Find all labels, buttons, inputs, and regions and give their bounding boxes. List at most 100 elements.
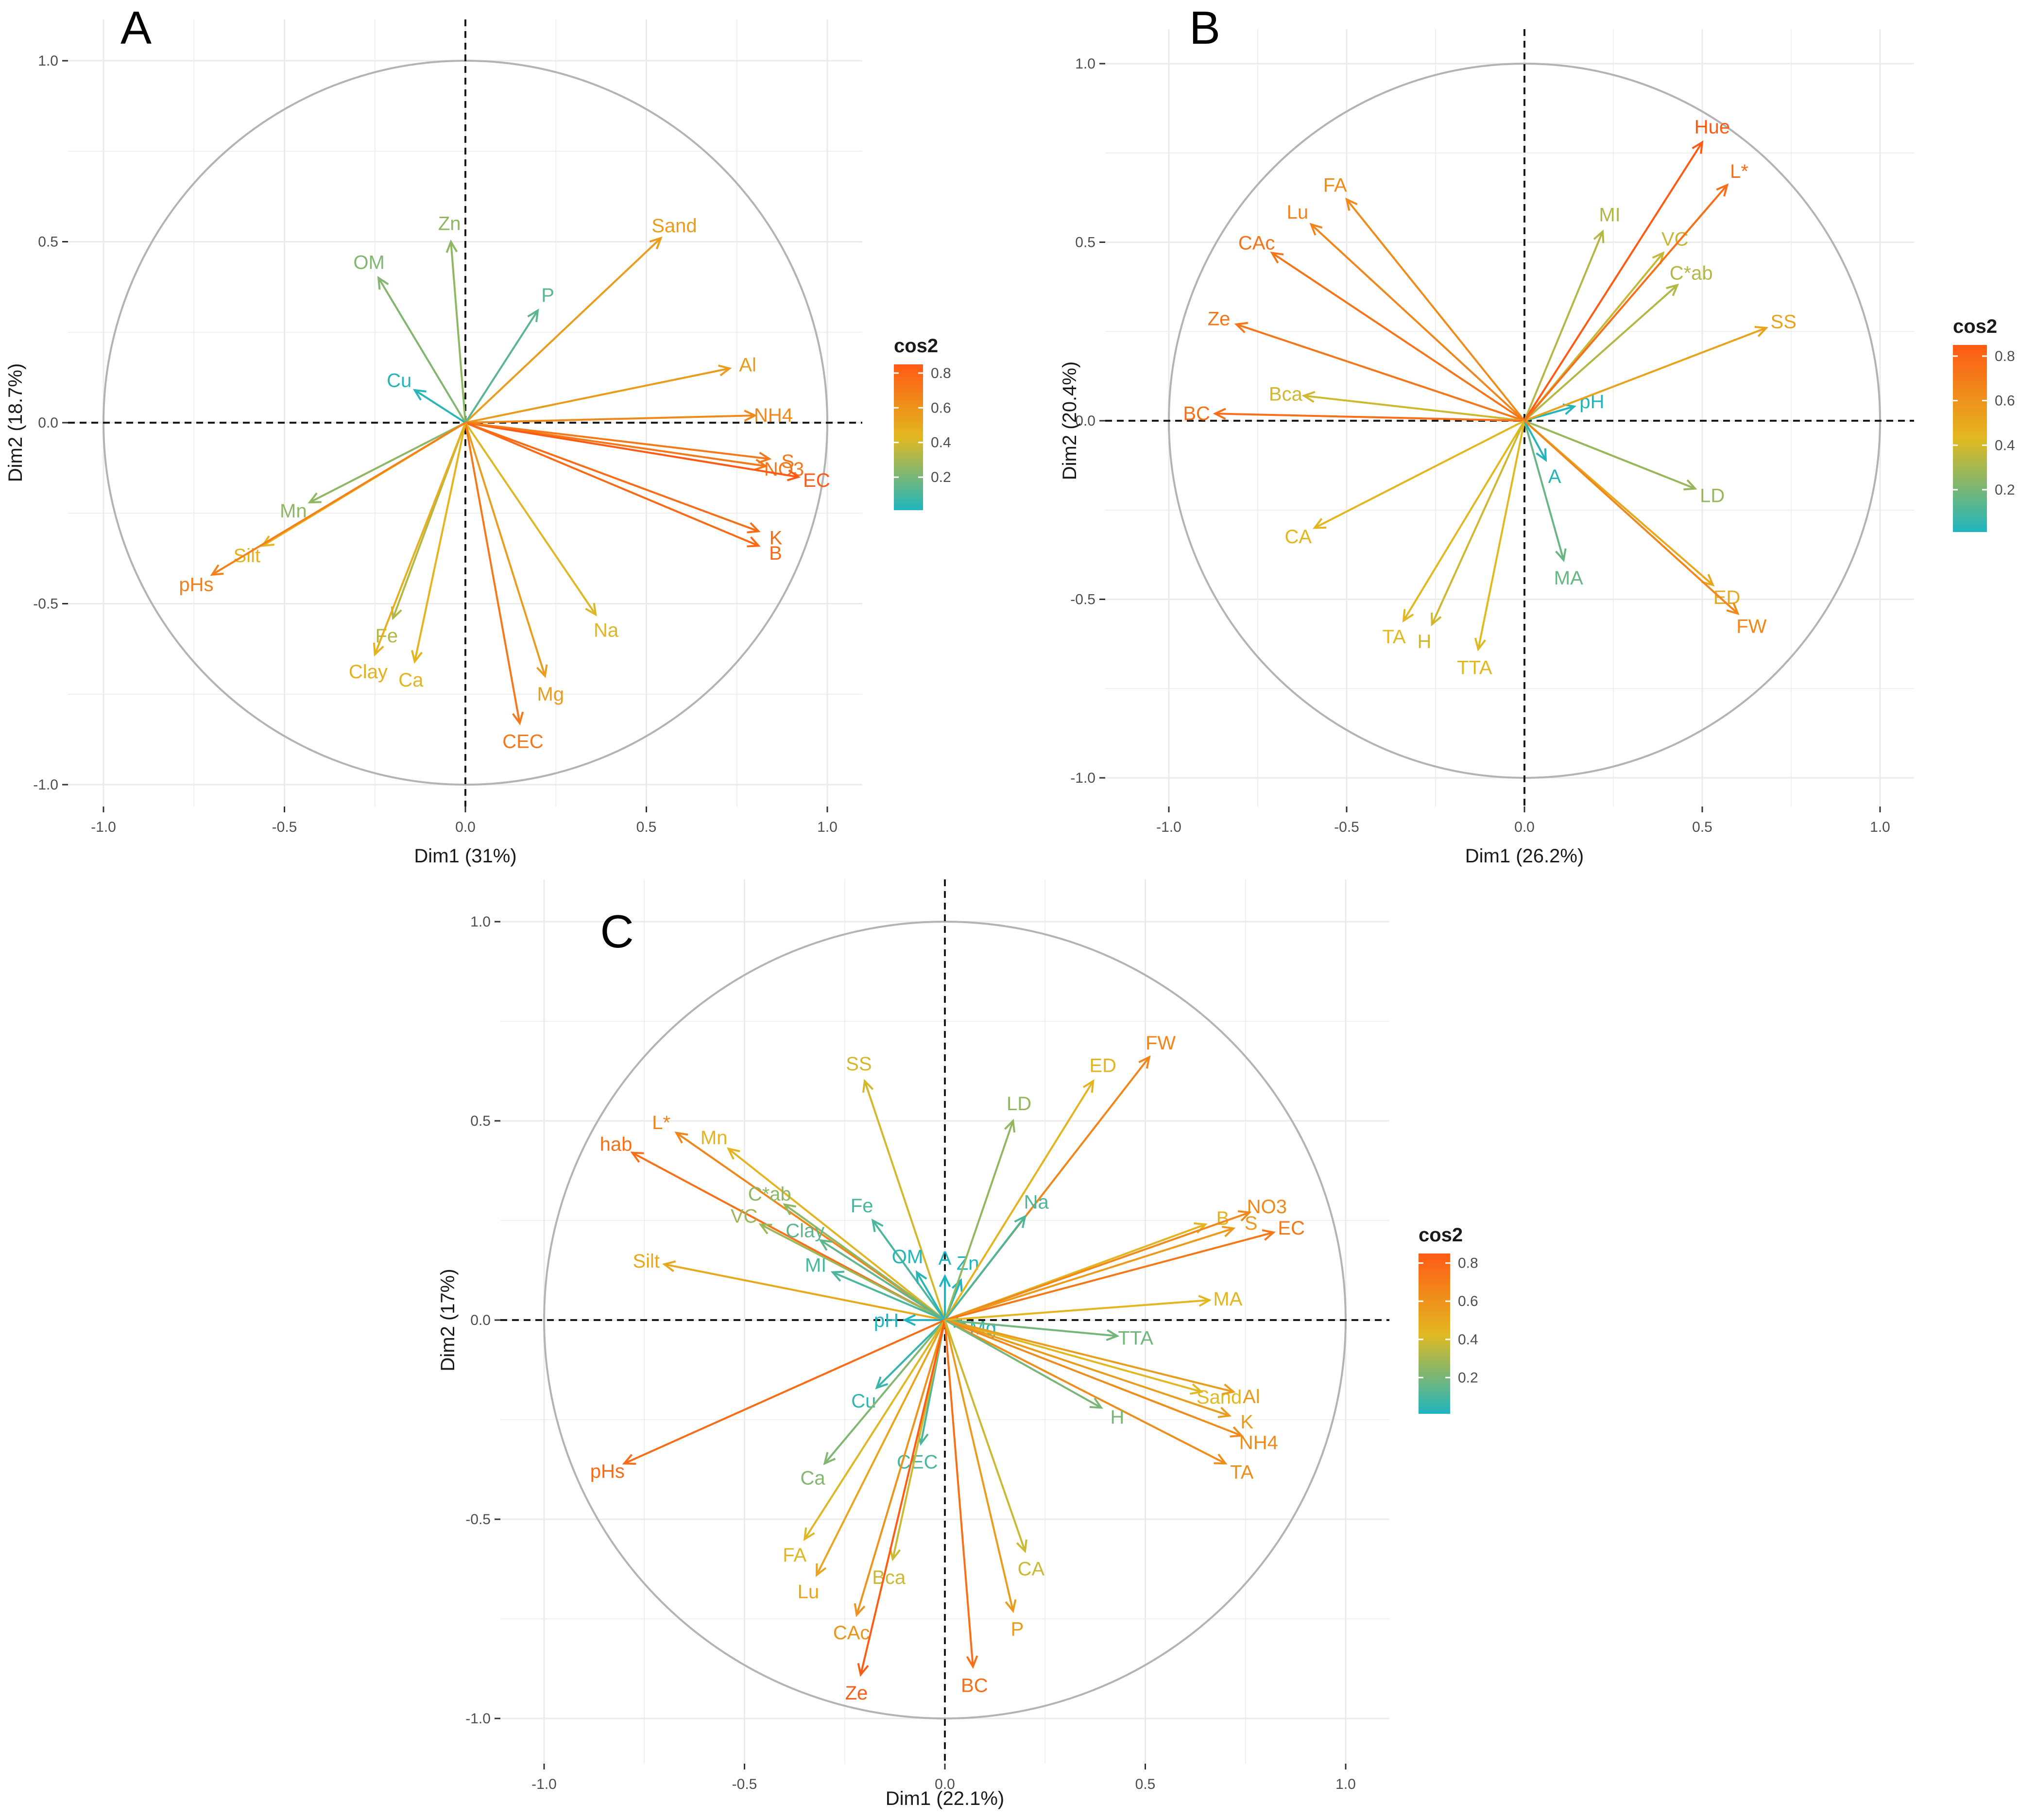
variable-label: Fe <box>851 1195 873 1217</box>
arrow-head <box>857 1663 869 1677</box>
variable-label: MA <box>1213 1288 1242 1310</box>
arrow-head <box>951 1278 963 1292</box>
variable-label: A <box>939 1248 952 1269</box>
cos2-legend: cos2 0.2 0.4 0.6 0.8 <box>1419 1224 1478 1414</box>
arrow-shaft <box>944 1320 1026 1552</box>
arrow-shaft <box>728 1148 946 1321</box>
arrow-head <box>862 1079 874 1093</box>
arrow-shaft <box>944 1319 1242 1437</box>
arrow-head <box>445 239 458 253</box>
arrow-shaft <box>944 1211 1250 1321</box>
variable-label: P <box>541 285 554 306</box>
arrow-bc: BC <box>1183 403 1525 424</box>
variable-label: A <box>1548 466 1561 487</box>
arrow-shaft <box>944 1319 1234 1393</box>
arrow-ma: MA <box>944 1288 1243 1321</box>
arrow-shaft <box>377 277 466 424</box>
arrow-head <box>1222 1383 1236 1395</box>
arrow-lu: Lu <box>1287 202 1525 422</box>
arrow-na: Na <box>944 1192 1049 1321</box>
arrow-head <box>758 1223 772 1235</box>
arrow-shaft <box>374 422 466 655</box>
arrow-ld: LD <box>1524 420 1725 507</box>
arrow-head <box>1138 1055 1151 1069</box>
arrow-tta: TTA <box>1457 420 1525 679</box>
arrow-shaft <box>859 1320 946 1675</box>
legend-title: cos2 <box>1419 1224 1463 1246</box>
arrow-head <box>783 1203 796 1216</box>
arrow-head <box>1106 1329 1120 1341</box>
y-tick-label: -0.5 <box>465 1511 491 1528</box>
arrow-s: S <box>465 422 794 472</box>
arrow-shaft <box>413 422 466 662</box>
variable-label: H <box>1110 1407 1124 1428</box>
y-tick-label: 0.0 <box>1075 413 1095 429</box>
arrow-mi: MI <box>1523 204 1621 421</box>
arrow-head <box>1221 1226 1236 1237</box>
variable-label: MI <box>805 1255 826 1276</box>
arrow-shaft <box>1310 223 1525 422</box>
arrow-shaft <box>944 1231 1274 1321</box>
arrow-head <box>830 1271 845 1282</box>
legend-tick-label: 0.6 <box>931 400 951 416</box>
arrow-head <box>1313 518 1327 529</box>
y-axis-title: Dim2 (17%) <box>437 1269 459 1371</box>
arrow-head <box>1198 1295 1212 1307</box>
arrow-shaft <box>916 1271 946 1321</box>
arrow-clay: Clay <box>349 422 466 683</box>
variable-label: Lu <box>1287 202 1309 223</box>
variable-label: B <box>1216 1208 1230 1229</box>
variable-label: S <box>1245 1213 1258 1234</box>
panel-C: -1.0 -0.5 0.0 0.5 1.0 -1.0 -0.5 0.0 0.5 1.0 Dim1 (… <box>437 879 1478 1809</box>
arrow-head <box>1555 548 1567 563</box>
arrow-head <box>902 1314 916 1326</box>
arrow-shaft <box>1314 420 1525 529</box>
variable-label: Mn <box>280 500 307 522</box>
arrow-head <box>726 1147 740 1160</box>
arrow-vc: VC <box>731 1206 945 1321</box>
variable-label: Ze <box>845 1683 868 1704</box>
arrow-zn: Zn <box>438 213 466 423</box>
legend-tick-label: 0.6 <box>1995 393 2015 409</box>
variable-label: CA <box>1018 1559 1045 1580</box>
arrow-fa: FA <box>783 1319 946 1566</box>
arrow-head <box>527 309 539 323</box>
arrow-head <box>1014 1215 1027 1228</box>
legend-tick-label: 0.4 <box>931 435 951 451</box>
variable-label: OM <box>892 1246 923 1268</box>
legend-tick-label: 0.8 <box>1458 1255 1478 1271</box>
arrow-mg: Mg <box>464 422 564 705</box>
y-tick-label: -1.0 <box>465 1711 491 1727</box>
arrow-head <box>871 1219 884 1232</box>
x-tick-label: -1.0 <box>91 819 116 835</box>
variable-label: pH <box>874 1310 899 1331</box>
variable-label: CAc <box>1238 233 1275 254</box>
arrow-shaft <box>944 1319 1202 1393</box>
arrow-clay: Clay <box>786 1220 946 1321</box>
arrow-shaft <box>804 1319 946 1540</box>
arrow-shaft <box>464 422 597 615</box>
arrow-shaft <box>823 1319 946 1464</box>
variable-label: CAc <box>833 1622 870 1644</box>
variable-label: NH4 <box>1239 1432 1278 1454</box>
legend-tick-label: 0.6 <box>1458 1293 1478 1309</box>
arrow-shaft <box>944 1299 1210 1321</box>
variable-label: Clay <box>349 661 388 683</box>
panel-A: -1.0 -0.5 0.0 0.5 1.0 -1.0 -0.5 0.0 0.5 1.0 Dim1 (… <box>5 2 951 867</box>
variable-label: NO3 <box>1247 1196 1287 1218</box>
arrow-b: B <box>465 422 782 564</box>
legend-colorbar <box>1419 1253 1450 1414</box>
variable-label: BC <box>1183 403 1210 424</box>
arrow-head <box>1309 223 1323 236</box>
arrow-shaft <box>1523 420 1565 561</box>
y-tick-label: -1.0 <box>33 777 58 793</box>
y-tick-label: 0.0 <box>470 1312 491 1328</box>
arrow-shaft <box>309 422 466 503</box>
arrow-cu: Cu <box>851 1319 946 1412</box>
arrow-shaft <box>1523 184 1728 422</box>
arrow-head <box>210 564 224 576</box>
y-tick-label: -0.5 <box>1070 592 1095 608</box>
panel-letter: C <box>600 906 633 958</box>
